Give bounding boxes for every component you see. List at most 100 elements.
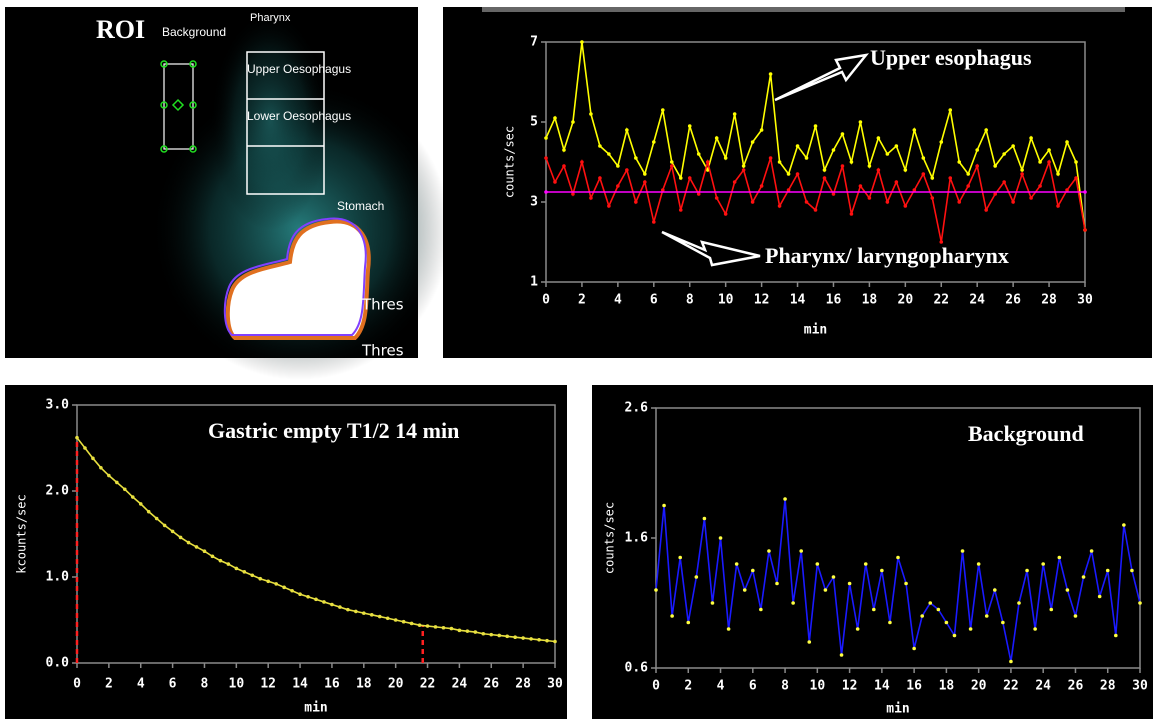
data-point	[966, 172, 970, 176]
data-point	[775, 582, 779, 586]
y-tick-label: 3	[530, 195, 538, 210]
data-point	[346, 608, 350, 612]
data-point	[697, 152, 701, 156]
chart: 0.01.02.03.0024681012141618202224262830m…	[5, 385, 567, 719]
data-point	[1047, 148, 1051, 152]
x-tick-label: 26	[483, 677, 499, 692]
data-point	[474, 630, 478, 634]
data-point	[1002, 180, 1006, 184]
x-tick-label: 8	[686, 293, 694, 308]
data-point	[521, 636, 525, 640]
x-tick-label: 2	[105, 677, 113, 692]
data-point	[1002, 152, 1006, 156]
data-point	[489, 633, 493, 637]
data-point	[679, 176, 683, 180]
x-tick-label: 24	[452, 677, 468, 692]
roi-label: Thres	[361, 342, 404, 360]
data-point	[163, 524, 167, 528]
data-point	[742, 168, 746, 172]
data-point	[1047, 160, 1051, 164]
data-point	[219, 559, 223, 563]
x-tick-label: 16	[826, 293, 842, 308]
data-point	[1058, 556, 1062, 560]
data-point	[562, 164, 566, 168]
data-point	[1056, 172, 1060, 176]
data-point	[814, 208, 818, 212]
y-tick-label: 1.6	[625, 531, 649, 546]
annotation: Gastric empty T1/2 14 min	[208, 418, 459, 443]
data-point	[1065, 140, 1069, 144]
data-point	[1074, 160, 1078, 164]
x-axis-label: min	[804, 323, 827, 338]
data-point	[171, 530, 175, 534]
data-point	[688, 176, 692, 180]
data-point	[735, 562, 739, 566]
y-tick-label: 1	[530, 275, 538, 290]
roi-panel: ROI Background Pharynx Upper Oesophagus …	[5, 7, 450, 380]
data-point	[841, 132, 845, 136]
data-point	[832, 575, 836, 579]
data-point	[99, 466, 103, 470]
data-point	[147, 510, 151, 514]
data-point	[227, 562, 231, 566]
data-point	[1041, 562, 1045, 566]
y-tick-label: 0.0	[46, 656, 70, 671]
data-point	[1001, 621, 1005, 625]
data-point	[824, 588, 828, 592]
data-point	[703, 517, 707, 521]
data-point	[1029, 136, 1033, 140]
x-tick-label: 12	[260, 677, 276, 692]
data-point	[937, 608, 941, 612]
data-point	[886, 200, 890, 204]
data-point	[1038, 160, 1042, 164]
data-point	[742, 164, 746, 168]
data-point	[920, 614, 924, 618]
data-point	[243, 570, 247, 574]
data-point	[513, 635, 517, 639]
y-axis-label: counts/sec	[503, 126, 517, 198]
data-point	[1020, 172, 1024, 176]
data-point	[1090, 549, 1094, 553]
x-tick-label: 30	[1132, 679, 1148, 694]
roi-label: Pharynx	[250, 12, 291, 24]
data-point	[643, 172, 647, 176]
data-point	[706, 160, 710, 164]
roi-label: Lower Oesophagus	[247, 109, 351, 123]
x-tick-label: 10	[810, 679, 826, 694]
x-tick-label: 30	[547, 677, 563, 692]
data-point	[529, 637, 533, 641]
x-tick-label: 2	[684, 679, 692, 694]
data-point	[426, 624, 430, 628]
data-point	[1011, 200, 1015, 204]
data-point	[848, 582, 852, 586]
data-point	[1074, 176, 1078, 180]
data-point	[928, 601, 932, 605]
data-point	[580, 160, 584, 164]
chart: 1357024681012141618202224262830mincounts…	[443, 7, 1152, 358]
y-tick-label: 1.0	[46, 570, 70, 585]
data-point	[823, 176, 827, 180]
data-point	[896, 556, 900, 560]
x-tick-label: 26	[1068, 679, 1084, 694]
data-point	[823, 168, 827, 172]
data-point	[652, 220, 656, 224]
data-point	[814, 124, 818, 128]
x-tick-label: 24	[969, 293, 985, 308]
data-point	[767, 549, 771, 553]
data-point	[948, 108, 952, 112]
data-point	[670, 614, 674, 618]
data-point	[634, 156, 638, 160]
y-tick-label: 2.6	[625, 401, 649, 416]
data-point	[711, 601, 715, 605]
data-point	[211, 555, 215, 559]
data-point	[1098, 595, 1102, 599]
x-tick-label: 10	[718, 293, 734, 308]
data-point	[195, 545, 199, 549]
data-point	[778, 204, 782, 208]
data-point	[434, 625, 438, 629]
data-point	[841, 164, 845, 168]
data-point	[1049, 608, 1053, 612]
data-point	[450, 627, 454, 631]
data-point	[362, 611, 366, 615]
data-point	[544, 156, 548, 160]
